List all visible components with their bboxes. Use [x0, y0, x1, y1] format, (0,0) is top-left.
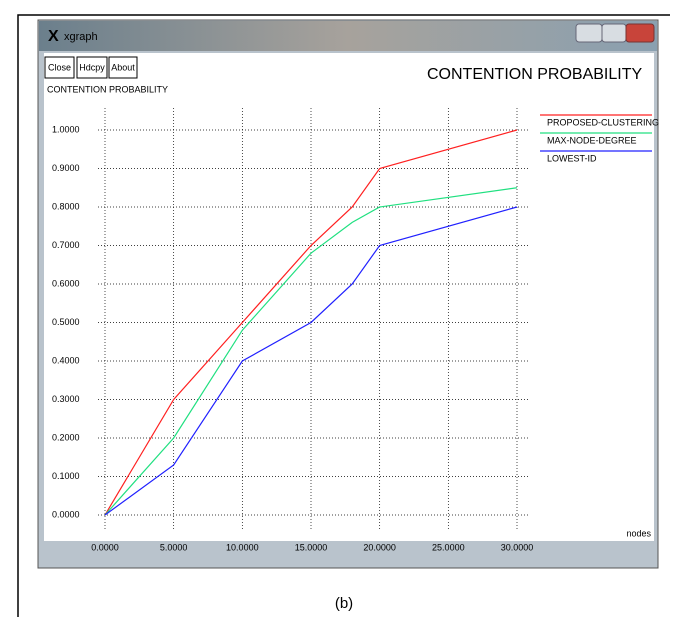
x-tick-label: 30.0000: [501, 542, 534, 552]
x-tick-label: 10.0000: [226, 542, 259, 552]
y-tick-label: 0.5000: [52, 317, 80, 327]
y-tick-label: 0.2000: [52, 432, 80, 442]
app-icon: X: [48, 28, 59, 45]
x-tick-label: 0.0000: [91, 542, 119, 552]
series-line: [104, 187, 518, 516]
legend-label: MAX-NODE-DEGREE: [547, 135, 637, 145]
title-bar: [39, 21, 657, 51]
toolbar-button-label: Hdcpy: [79, 62, 105, 72]
x-tick-label: 15.0000: [295, 542, 328, 552]
maximize-button[interactable]: [601, 23, 627, 43]
legend-label: LOWEST-ID: [547, 153, 597, 163]
minimize-button[interactable]: [575, 23, 603, 43]
y-tick-label: 0.4000: [52, 355, 80, 365]
series-line: [104, 129, 518, 516]
x-tick-label: 20.0000: [363, 542, 396, 552]
caption: (b): [335, 595, 353, 612]
y-tick-label: 0.6000: [52, 278, 80, 288]
y-tick-label: 0.7000: [52, 240, 80, 250]
frame: [17, 14, 670, 617]
close-window-button[interactable]: [625, 23, 655, 43]
y-tick-label: 0.1000: [52, 471, 80, 481]
toolbar-button-label: Close: [48, 62, 71, 72]
y-tick-label: 0.9000: [52, 163, 80, 173]
y-tick-label: 0.8000: [52, 201, 80, 211]
toolbar-button[interactable]: [76, 56, 108, 79]
legend-label: PROPOSED-CLUSTERING: [547, 117, 659, 127]
y-tick-label: 1.0000: [52, 124, 80, 134]
toolbar-button-label: About: [111, 62, 135, 72]
series-line: [104, 206, 518, 516]
toolbar-button[interactable]: [44, 56, 75, 79]
y-axis-label: CONTENTION PROBABILITY: [47, 84, 168, 94]
window-title: xgraph: [64, 31, 98, 43]
y-tick-label: 0.0000: [52, 509, 80, 519]
client-area: [44, 53, 654, 541]
x-axis-label: nodes: [626, 528, 651, 538]
x-tick-label: 25.0000: [432, 542, 465, 552]
toolbar-button[interactable]: [108, 56, 138, 79]
y-tick-label: 0.3000: [52, 394, 80, 404]
x-tick-label: 5.0000: [160, 542, 188, 552]
button-bar: Close Hdcpy About: [44, 56, 138, 79]
chart-title: CONTENTION PROBABILITY: [427, 66, 642, 83]
